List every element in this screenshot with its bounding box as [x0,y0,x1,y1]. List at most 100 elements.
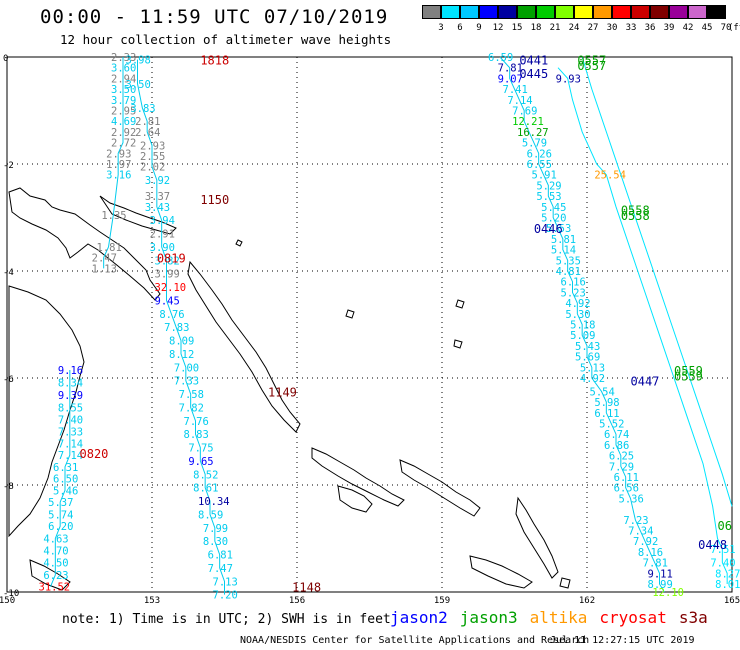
wave-height-value: 2.02 [140,162,165,174]
satellite-track-line [499,56,665,593]
legend-entry-jason3: jason3 [459,608,518,627]
wave-height-value: 5.09 [570,330,595,342]
wave-height-value: 5.29 [536,180,561,192]
wave-height-value: 2.64 [135,127,160,139]
island-small-4 [235,239,243,247]
scale-swatch [536,5,555,19]
wave-height-value: 7.76 [184,416,209,428]
wave-height-value: 2.81 [135,116,160,128]
pass-time-label: 0559 [674,364,703,378]
scale-label: 33 [625,23,637,33]
pass-time-label: 0557 [577,54,606,68]
x-tick-label: 159 [434,596,450,606]
wave-height-value: 6.74 [604,429,629,441]
satellite-track-line [557,67,728,584]
wave-height-value: 7.14 [507,95,532,107]
wave-height-value: 6.26 [527,148,552,160]
map-frame [6,56,733,593]
wave-height-value: 7.41 [503,84,528,96]
scale-swatch [688,5,707,19]
legend-entry-cryosat: cryosat [599,608,667,627]
wave-height-value: 5.37 [48,497,73,509]
wave-height-value: 6.11 [594,408,619,420]
wave-height-value: 7.58 [179,389,204,401]
satellite-legend: jason2 jason3 altika cryosat s3a [390,608,720,627]
scale-label: 18 [530,23,542,33]
scale-label: 24 [568,23,580,33]
wave-height-value: 3.37 [145,191,170,203]
scale-label: 9 [476,23,482,33]
wave-height-value: 4.92 [580,373,605,385]
wave-height-value: 9.93 [556,73,581,85]
pass-time-label: 0557 [577,59,606,73]
wave-height-value: 5.98 [594,397,619,409]
wave-height-value: 12.10 [652,587,684,599]
wave-height-value: 5.43 [575,341,600,353]
scale-label: 15 [511,23,523,33]
wave-height-value: 7.82 [179,402,204,414]
wave-height-value: 7.83 [164,322,189,334]
wave-height-value: 2.92 [111,127,136,139]
wave-height-value: 8.34 [58,377,83,389]
legend-entry-s3a: s3a [678,608,708,627]
wave-height-value: 5.14 [551,245,576,257]
generated-timestamp: Jul 11 12:27:15 UTC 2019 [550,635,695,646]
scale-label: 42 [682,23,694,33]
wave-height-value: 9.11 [648,568,673,580]
legend-entry-jason2: jason2 [390,608,448,627]
scale-label: 30 [606,23,618,33]
pass-time-label: 1150 [200,193,229,207]
wave-height-value: 6.23 [43,570,68,582]
wave-height-value: 8.16 [638,547,663,559]
graticule [7,57,732,592]
wave-height-value: 7.34 [628,525,653,537]
scale-label: 12 [492,23,504,33]
scale-label: 27 [587,23,599,33]
x-tick-label: 162 [579,596,595,606]
y-tick-label: 0 [3,54,8,64]
pass-time-label: 0445 [519,67,548,81]
wave-height-value: 5.23 [561,287,586,299]
y-tick-label: -10 [3,589,19,599]
pass-time-label: 06 [718,519,732,533]
wave-height-value: 9.65 [188,456,213,468]
scale-label: 70 [720,23,732,33]
wave-height-value: 7.51 [710,544,735,556]
scale-swatch [479,5,498,19]
wave-height-value: 5.53 [536,191,561,203]
wave-height-value: 4.69 [111,116,136,128]
map-title: 00:00 - 11:59 UTC 07/10/2019 [40,6,389,28]
wave-height-value: 8.83 [184,429,209,441]
pass-time-labels: 1818 1150 0819 1149 0820 1148 0446 0447 0448 0441… [80,54,732,595]
wave-height-value: 5.36 [619,493,644,505]
island-small-5 [559,577,571,589]
island-small-3 [345,309,355,319]
wave-height-value: 5.46 [53,485,78,497]
wave-height-value: 6.11 [614,472,639,484]
island-small-2 [455,299,465,309]
pass-time-label: 0446 [534,222,563,236]
wave-height-value: 7.40 [58,415,83,427]
scale-swatch [612,5,631,19]
wave-height-value: 5.35 [556,255,581,267]
wave-height-value: 3.99 [155,269,180,281]
wave-height-value: 4.50 [43,558,68,570]
wave-height-value: 3.94 [150,215,175,227]
pass-time-label: 1818 [200,54,229,68]
island-bougainville [187,260,301,433]
wave-height-value: 6.16 [561,277,586,289]
y-tick-label: -4 [3,268,14,278]
wave-height-value: 7.23 [623,515,648,527]
scale-label: 36 [644,23,656,33]
wave-height-value: 3.92 [145,175,170,187]
wave-height-value: 8.52 [193,469,218,481]
scale-swatch [460,5,479,19]
wave-height-value: 8.59 [198,509,223,521]
pass-time-label: 0447 [631,375,660,389]
scale-swatch [555,5,574,19]
wave-height-value: 2.93 [140,140,165,152]
map-subtitle: 12 hour collection of altimeter wave hei… [60,32,392,47]
wave-height-value: 5.20 [541,213,566,225]
